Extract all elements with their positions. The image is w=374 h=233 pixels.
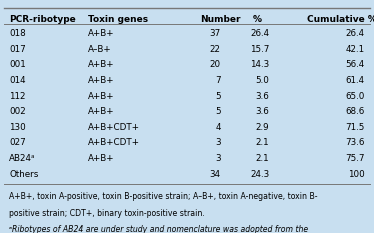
Text: 42.1: 42.1	[346, 45, 365, 54]
Text: 68.6: 68.6	[346, 107, 365, 116]
Text: A+B+: A+B+	[88, 154, 114, 163]
Text: Others: Others	[9, 170, 39, 179]
Text: A+B+: A+B+	[88, 60, 114, 69]
Text: 5: 5	[215, 107, 221, 116]
Text: 37: 37	[209, 29, 221, 38]
Text: 3.6: 3.6	[255, 107, 269, 116]
Text: positive strain; CDT+, binary toxin-positive strain.: positive strain; CDT+, binary toxin-posi…	[9, 209, 205, 218]
Text: 001: 001	[9, 60, 26, 69]
Text: 26.4: 26.4	[346, 29, 365, 38]
Text: 34: 34	[209, 170, 221, 179]
Text: 75.7: 75.7	[345, 154, 365, 163]
Text: 71.5: 71.5	[345, 123, 365, 132]
Text: 56.4: 56.4	[346, 60, 365, 69]
Text: A–B+: A–B+	[88, 45, 111, 54]
Text: 5.0: 5.0	[255, 76, 269, 85]
Text: PCR-ribotype: PCR-ribotype	[9, 15, 76, 24]
Text: 3: 3	[215, 138, 221, 147]
Text: 26.4: 26.4	[250, 29, 269, 38]
Text: 3: 3	[215, 154, 221, 163]
Text: Toxin genes: Toxin genes	[88, 15, 148, 24]
Text: A+B+: A+B+	[88, 107, 114, 116]
Text: Cumulative %: Cumulative %	[307, 15, 374, 24]
Text: 2.9: 2.9	[256, 123, 269, 132]
Text: Number: Number	[200, 15, 240, 24]
Text: 130: 130	[9, 123, 26, 132]
Text: 112: 112	[9, 92, 26, 101]
Text: AB24ᵃ: AB24ᵃ	[9, 154, 36, 163]
Text: 7: 7	[215, 76, 221, 85]
Text: A+B+: A+B+	[88, 29, 114, 38]
Text: 22: 22	[210, 45, 221, 54]
Text: A+B+CDT+: A+B+CDT+	[88, 123, 140, 132]
Text: 5: 5	[215, 92, 221, 101]
Text: 017: 017	[9, 45, 26, 54]
Text: 73.6: 73.6	[345, 138, 365, 147]
Text: ᵃRibotypes of AB24 are under study and nomenclature was adopted from the: ᵃRibotypes of AB24 are under study and n…	[9, 225, 309, 233]
Text: 2.1: 2.1	[256, 138, 269, 147]
Text: 027: 027	[9, 138, 26, 147]
Text: %: %	[252, 15, 261, 24]
Text: 65.0: 65.0	[345, 92, 365, 101]
Text: 20: 20	[209, 60, 221, 69]
Text: 100: 100	[348, 170, 365, 179]
Text: 61.4: 61.4	[346, 76, 365, 85]
Text: A+B+, toxin A-positive, toxin B-positive strain; A–B+, toxin A-negative, toxin B: A+B+, toxin A-positive, toxin B-positive…	[9, 192, 318, 201]
Text: 014: 014	[9, 76, 26, 85]
Text: 2.1: 2.1	[256, 154, 269, 163]
Text: 15.7: 15.7	[250, 45, 269, 54]
Text: 14.3: 14.3	[250, 60, 269, 69]
Text: 4: 4	[215, 123, 221, 132]
Text: 002: 002	[9, 107, 26, 116]
Text: 24.3: 24.3	[250, 170, 269, 179]
Text: 018: 018	[9, 29, 26, 38]
Text: A+B+CDT+: A+B+CDT+	[88, 138, 140, 147]
Text: A+B+: A+B+	[88, 76, 114, 85]
Text: 3.6: 3.6	[255, 92, 269, 101]
Text: A+B+: A+B+	[88, 92, 114, 101]
